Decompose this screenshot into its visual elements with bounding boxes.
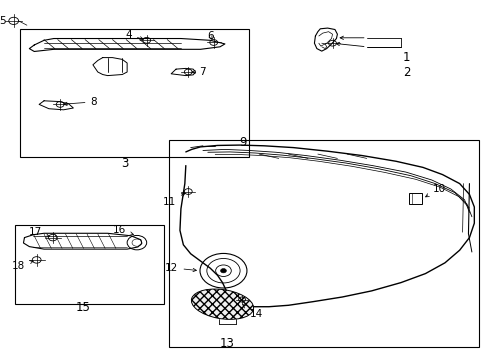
Bar (15, 225, 163, 304)
Text: 15: 15 (76, 301, 90, 314)
Text: 9: 9 (238, 136, 246, 149)
Text: 12: 12 (165, 263, 196, 273)
Text: 18: 18 (12, 260, 33, 271)
Text: 5: 5 (0, 16, 6, 26)
Circle shape (220, 269, 226, 273)
Bar (408, 193, 422, 204)
Text: 3: 3 (121, 157, 128, 170)
Text: 2: 2 (402, 66, 409, 78)
Text: 13: 13 (220, 337, 234, 350)
Text: 11: 11 (163, 193, 184, 207)
Text: 6: 6 (206, 31, 213, 41)
Bar (20, 29, 249, 157)
Ellipse shape (191, 289, 253, 319)
Text: 16: 16 (113, 225, 133, 235)
Text: 1: 1 (402, 51, 409, 64)
Text: 10: 10 (425, 184, 445, 197)
Bar (168, 140, 478, 347)
Text: 17: 17 (28, 227, 49, 237)
Text: 8: 8 (63, 97, 97, 107)
Text: 4: 4 (125, 30, 143, 40)
Text: 14: 14 (242, 305, 262, 319)
Text: 7: 7 (191, 67, 206, 77)
